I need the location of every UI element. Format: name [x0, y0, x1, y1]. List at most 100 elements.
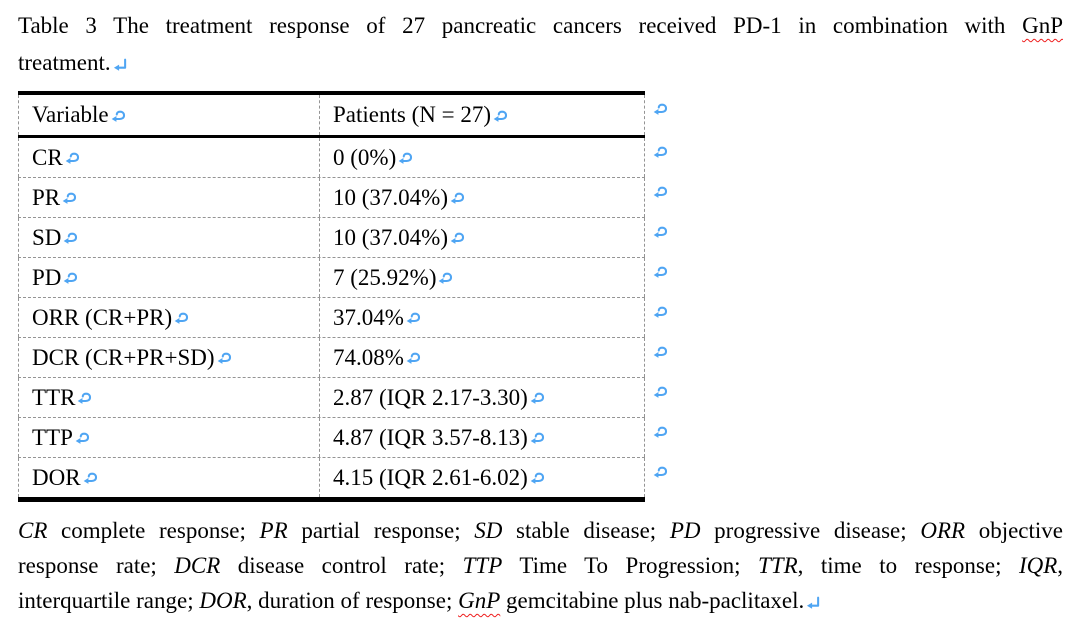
table-caption: Table 3 The treatment response of 27 pan… — [18, 7, 1063, 83]
cell-patients: 7 (25.92%) — [319, 258, 645, 297]
cell-variable: TTR — [18, 378, 319, 417]
footnote-line-3: interquartile range; DOR, duration of re… — [18, 583, 1063, 620]
cell-variable: CR — [18, 138, 319, 177]
header-cell-patients: Patients (N = 27) — [319, 95, 645, 135]
paragraph-return-icon — [113, 46, 128, 83]
text-segment: Time To Progression; — [502, 553, 759, 578]
cell-text: CR — [32, 144, 63, 170]
cell-text: SD — [32, 224, 62, 250]
misspelled-word: GnP — [458, 588, 501, 613]
cell-text: PD — [32, 264, 62, 290]
return-arrow-icon — [653, 102, 668, 115]
return-arrow-icon — [450, 191, 465, 204]
text-segment: stable disease; — [502, 518, 670, 543]
text-segment: , time to response; — [797, 553, 1019, 578]
data-table: Variable Patients (N = 27) CR 0 (0%) PR 10 … — [18, 91, 668, 502]
abbreviation: SD — [474, 518, 503, 543]
table-row: PD 7 (25.92%) — [18, 257, 668, 297]
cell-variable: SD — [18, 218, 319, 257]
abbreviation: CR — [18, 518, 48, 543]
cell-patients: 74.08% — [319, 338, 645, 377]
return-arrow-icon — [493, 109, 508, 122]
cell-text: 2.87 (IQR 2.17-3.30) — [333, 384, 528, 410]
return-arrow-icon — [217, 351, 232, 364]
table-body: CR 0 (0%) PR 10 (37.04%) SD 10 (37.04%) PD 7 (2… — [18, 138, 668, 497]
return-arrow-icon — [653, 385, 668, 398]
cell-variable: DCR (CR+PR+SD) — [18, 338, 319, 377]
text-segment: objective — [965, 518, 1064, 543]
cell-text: 10 (37.04%) — [333, 184, 448, 210]
text-segment: treatment. — [18, 50, 111, 75]
cell-variable: DOR — [18, 458, 319, 497]
table-footnote: CR complete response; PR partial respons… — [18, 513, 1063, 620]
return-arrow-icon — [530, 431, 545, 444]
cell-variable: ORR (CR+PR) — [18, 298, 319, 337]
return-arrow-icon — [83, 471, 98, 484]
header-label: Patients (N = 27) — [333, 102, 491, 127]
return-arrow-icon — [653, 225, 668, 238]
text-segment: partial response; — [287, 518, 475, 543]
table-row: PR 10 (37.04%) — [18, 177, 668, 217]
cell-text: 4.87 (IQR 3.57-8.13) — [333, 424, 528, 450]
text-segment: disease control rate; — [220, 553, 463, 578]
text-segment: , duration of response; — [246, 588, 459, 613]
header-label: Variable — [32, 102, 109, 127]
abbreviation: IQR — [1018, 553, 1058, 578]
cell-variable: PR — [18, 178, 319, 217]
cell-text: 0 (0%) — [333, 144, 397, 170]
table-row: DCR (CR+PR+SD) 74.08% — [18, 337, 668, 377]
return-arrow-icon — [406, 351, 421, 364]
text-segment: interquartile range; — [18, 588, 200, 613]
return-arrow-icon — [450, 231, 465, 244]
abbreviation: TTP — [462, 553, 503, 578]
cell-text: TTR — [32, 384, 76, 410]
return-arrow-icon — [62, 191, 77, 204]
text-segment: response rate; — [18, 553, 175, 578]
return-arrow-icon — [65, 151, 80, 164]
abbreviation: PR — [259, 518, 288, 543]
cell-text: TTP — [32, 424, 73, 450]
return-arrow-icon — [653, 465, 668, 478]
cell-text: 7 (25.92%) — [333, 264, 437, 290]
cell-text: DCR (CR+PR+SD) — [32, 344, 215, 370]
text-segment: gemcitabine plus nab-paclitaxel. — [500, 588, 805, 613]
return-arrow-icon — [653, 345, 668, 358]
text-segment: , — [1057, 553, 1064, 578]
cell-patients: 4.87 (IQR 3.57-8.13) — [319, 418, 645, 457]
return-arrow-icon — [63, 271, 78, 284]
return-arrow-icon — [63, 231, 78, 244]
caption-line-1: Table 3 The treatment response of 27 pan… — [18, 7, 1063, 44]
cell-text: 37.04% — [333, 304, 404, 330]
cell-patients: 0 (0%) — [319, 138, 645, 177]
table-row: SD 10 (37.04%) — [18, 217, 668, 257]
footnote-line-1: CR complete response; PR partial respons… — [18, 513, 1063, 548]
table-row: ORR (CR+PR) 37.04% — [18, 297, 668, 337]
return-arrow-icon — [438, 271, 453, 284]
return-arrow-icon — [653, 185, 668, 198]
cell-text: ORR (CR+PR) — [32, 304, 173, 330]
misspelled-word: GnP — [1022, 13, 1063, 38]
table-row: TTR 2.87 (IQR 2.17-3.30) — [18, 377, 668, 417]
cell-text: 10 (37.04%) — [333, 224, 448, 250]
cell-variable: TTP — [18, 418, 319, 457]
header-cell-variable: Variable — [18, 95, 319, 135]
return-arrow-icon — [530, 471, 545, 484]
text-segment: Table 3 The treatment response of 27 pan… — [18, 13, 1023, 38]
return-arrow-icon — [653, 265, 668, 278]
return-arrow-icon — [75, 431, 90, 444]
cell-patients: 10 (37.04%) — [319, 218, 645, 257]
abbreviation: DCR — [174, 553, 221, 578]
table-row: DOR 4.15 (IQR 2.61-6.02) — [18, 457, 668, 497]
caption-line-2: treatment. — [18, 44, 1063, 83]
cell-variable: PD — [18, 258, 319, 297]
cell-text: PR — [32, 184, 61, 210]
cell-patients: 10 (37.04%) — [319, 178, 645, 217]
return-arrow-icon — [406, 311, 421, 324]
return-arrow-icon — [111, 109, 126, 122]
abbreviation: DOR — [199, 588, 247, 613]
paragraph-return-icon — [806, 585, 821, 620]
return-arrow-icon — [77, 391, 92, 404]
abbreviation: PD — [669, 518, 701, 543]
cell-text: 4.15 (IQR 2.61-6.02) — [333, 464, 528, 490]
